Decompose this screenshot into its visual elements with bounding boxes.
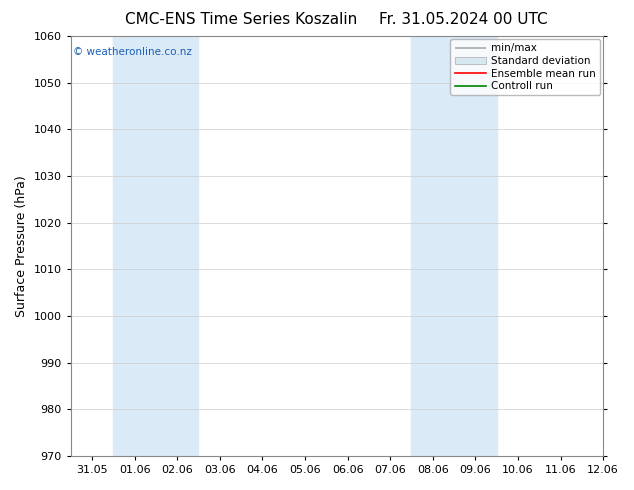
Text: Fr. 31.05.2024 00 UTC: Fr. 31.05.2024 00 UTC <box>378 12 547 27</box>
Text: © weatheronline.co.nz: © weatheronline.co.nz <box>74 47 192 57</box>
Y-axis label: Surface Pressure (hPa): Surface Pressure (hPa) <box>15 175 28 317</box>
Bar <box>411 36 496 456</box>
Legend: min/max, Standard deviation, Ensemble mean run, Controll run: min/max, Standard deviation, Ensemble me… <box>451 39 600 96</box>
Bar <box>113 36 198 456</box>
Text: CMC-ENS Time Series Koszalin: CMC-ENS Time Series Koszalin <box>125 12 357 27</box>
